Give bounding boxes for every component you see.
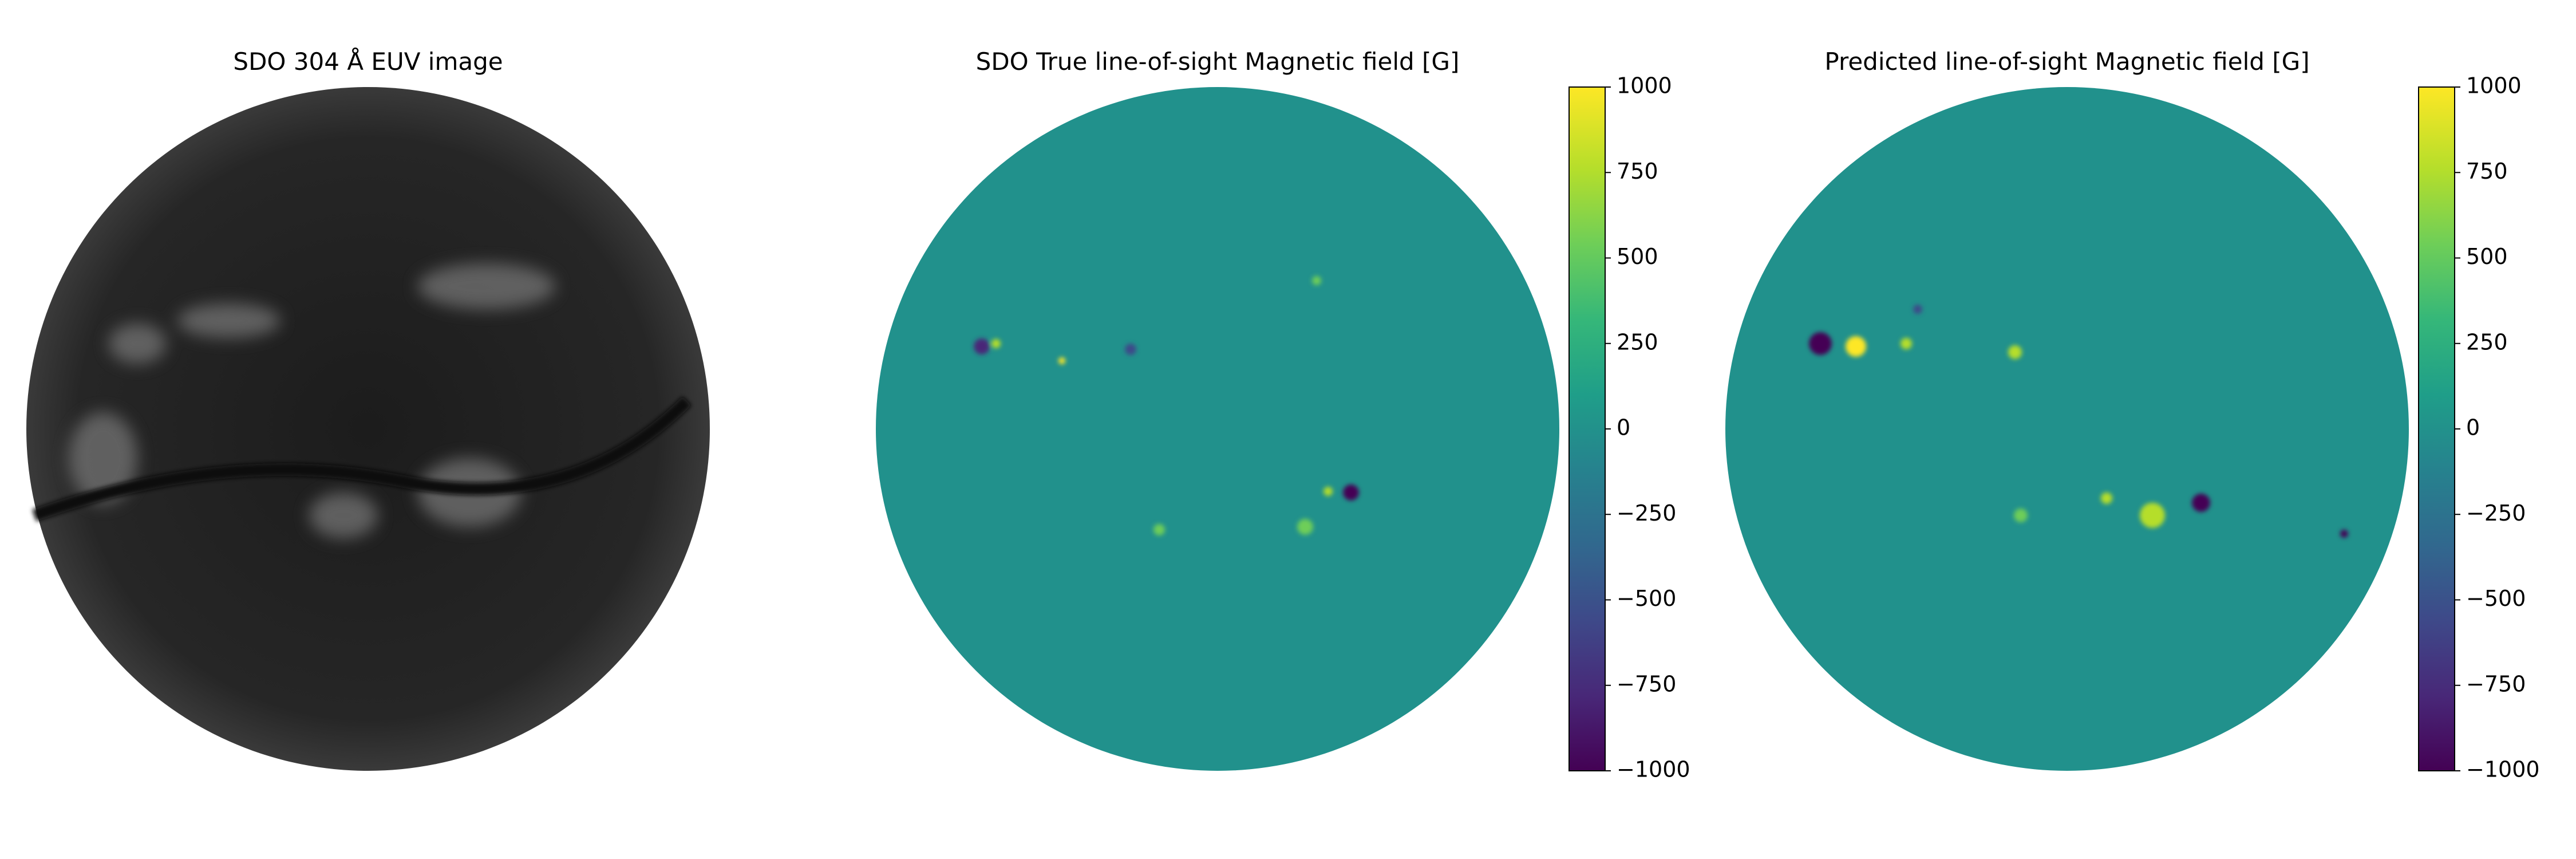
predicted-disk <box>1725 87 2409 771</box>
tick-label: −250 <box>2466 501 2526 526</box>
tick-label: 250 <box>1617 329 1658 354</box>
colorbar <box>1568 86 1606 771</box>
colorbar <box>2418 86 2455 771</box>
tick-label: 750 <box>1617 159 1658 184</box>
tick-label: 1000 <box>1617 73 1672 98</box>
tick-label: 500 <box>1617 244 1658 269</box>
euv-disk <box>26 87 710 771</box>
tick-label: −1000 <box>1617 757 1690 782</box>
tick-label: 0 <box>2466 415 2480 440</box>
tick-label: −1000 <box>2466 757 2540 782</box>
tick-label: −750 <box>2466 671 2526 696</box>
panel-title: SDO 304 Å EUV image <box>233 47 503 76</box>
panel-title: Predicted line-of-sight Magnetic field [… <box>1824 48 2309 76</box>
tick-label: −500 <box>2466 586 2526 611</box>
tick-label: −750 <box>1617 671 1676 696</box>
tick-label: 0 <box>1617 415 1630 440</box>
tick-label: 250 <box>2466 329 2508 354</box>
magnetogram-disk <box>876 87 1559 771</box>
tick-label: −250 <box>1617 501 1676 526</box>
tick-label: 750 <box>2466 159 2508 184</box>
tick-label: 1000 <box>2466 73 2522 98</box>
tick-label: −500 <box>1617 586 1676 611</box>
panel-title: SDO True line-of-sight Magnetic field [G… <box>976 48 1460 76</box>
tick-label: 500 <box>2466 244 2508 269</box>
